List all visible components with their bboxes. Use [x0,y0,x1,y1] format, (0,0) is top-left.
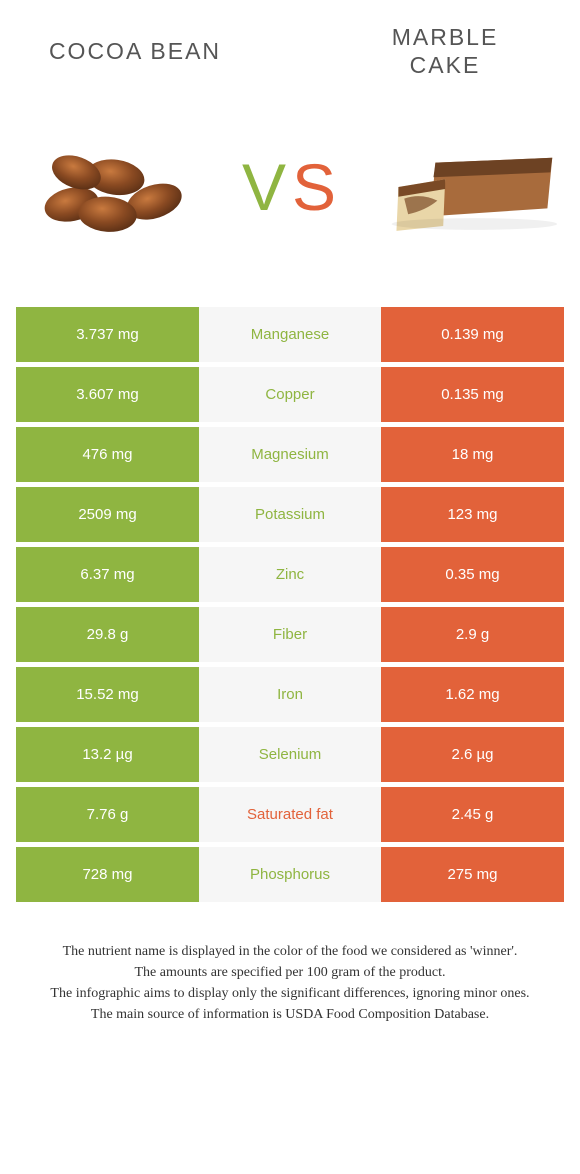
table-row: 15.52 mgIron1.62 mg [16,667,564,722]
left-value: 6.37 mg [16,547,199,602]
right-value: 0.139 mg [381,307,564,362]
table-row: 3.737 mgManganese0.139 mg [16,307,564,362]
vs-label: VS [242,149,338,225]
table-row: 3.607 mgCopper0.135 mg [16,367,564,422]
nutrient-label: Manganese [199,307,381,362]
marble-cake-image [377,117,562,257]
image-row: VS [0,87,580,307]
left-value: 15.52 mg [16,667,199,722]
cocoa-bean-image [18,117,203,257]
vs-s: S [292,149,338,225]
header: COCOA BEAN MARBLE CAKE [0,0,580,87]
left-value: 3.737 mg [16,307,199,362]
left-value: 13.2 µg [16,727,199,782]
footnote-line: The amounts are specified per 100 gram o… [20,962,560,983]
nutrient-label: Iron [199,667,381,722]
nutrient-label: Saturated fat [199,787,381,842]
title-right: MARBLE CAKE [330,24,560,79]
left-value: 476 mg [16,427,199,482]
footnote-line: The nutrient name is displayed in the co… [20,941,560,962]
table-row: 6.37 mgZinc0.35 mg [16,547,564,602]
right-value: 0.35 mg [381,547,564,602]
nutrient-label: Copper [199,367,381,422]
left-value: 7.76 g [16,787,199,842]
footnote-line: The infographic aims to display only the… [20,983,560,1004]
left-value: 29.8 g [16,607,199,662]
right-value: 1.62 mg [381,667,564,722]
nutrient-label: Fiber [199,607,381,662]
nutrient-label: Potassium [199,487,381,542]
nutrient-label: Phosphorus [199,847,381,902]
right-value: 275 mg [381,847,564,902]
table-row: 476 mgMagnesium18 mg [16,427,564,482]
left-value: 2509 mg [16,487,199,542]
nutrient-label: Magnesium [199,427,381,482]
right-value: 2.45 g [381,787,564,842]
table-row: 2509 mgPotassium123 mg [16,487,564,542]
right-value: 2.6 µg [381,727,564,782]
nutrient-label: Selenium [199,727,381,782]
left-value: 728 mg [16,847,199,902]
right-value: 0.135 mg [381,367,564,422]
table-row: 29.8 gFiber2.9 g [16,607,564,662]
nutrient-table: 3.737 mgManganese0.139 mg3.607 mgCopper0… [0,307,580,907]
right-value: 123 mg [381,487,564,542]
footnote-line: The main source of information is USDA F… [20,1004,560,1025]
table-row: 13.2 µgSelenium2.6 µg [16,727,564,782]
right-value: 2.9 g [381,607,564,662]
footnotes: The nutrient name is displayed in the co… [0,941,580,1025]
table-row: 728 mgPhosphorus275 mg [16,847,564,902]
title-right-line1: MARBLE [392,24,499,50]
nutrient-label: Zinc [199,547,381,602]
title-right-line2: CAKE [410,52,481,78]
right-value: 18 mg [381,427,564,482]
left-value: 3.607 mg [16,367,199,422]
title-left: COCOA BEAN [20,38,250,66]
table-row: 7.76 gSaturated fat2.45 g [16,787,564,842]
infographic-container: COCOA BEAN MARBLE CAKE [0,0,580,1174]
vs-v: V [242,149,288,225]
